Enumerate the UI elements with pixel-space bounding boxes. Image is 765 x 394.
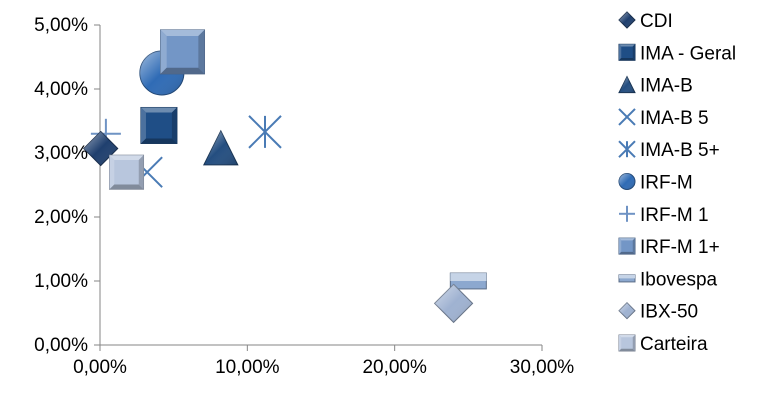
x-tick-label: 10,00% [215,357,280,378]
legend-marker-cdi [618,11,636,29]
data-points [83,29,487,324]
legend-label: IMA-B [640,76,693,97]
x-tick-label: 20,00% [362,357,427,378]
legend-label: IBX-50 [640,302,698,323]
x-tick-label: 30,00% [510,357,575,378]
legend-label: Ibovespa [640,269,718,290]
y-tick-label: 5,00% [34,15,88,36]
y-tick-label: 0,00% [34,335,88,356]
y-tick-label: 2,00% [34,207,88,228]
legend: CDI IMA - Geral IMA-B IMA-B 5 IMA-B 5+ IRF-M I… [618,11,736,355]
legend-label: IMA-B 5+ [640,140,720,161]
point-irf-m-1- [160,29,206,75]
legend-marker-ima-geral [618,43,636,61]
point-ibx-50 [433,283,474,324]
legend-marker-ibovespa [618,274,636,283]
legend-label: IMA-B 5 [640,108,709,129]
x-tick-label: 0,00% [73,357,127,378]
legend-label: Carteira [640,334,708,355]
legend-marker-ima-b-5- [618,140,636,158]
y-tick-label: 3,00% [34,143,88,164]
y-tick-label: 4,00% [34,79,88,100]
legend-marker-carteira [618,334,636,352]
point-ima-b [203,129,239,166]
legend-label: IRF-M [640,173,693,194]
legend-marker-irf-m-1- [618,237,636,255]
legend-marker-ima-b-5 [618,108,636,126]
legend-marker-ima-b [618,75,636,94]
point-ima-geral [140,106,178,144]
legend-label: IRF-M 1 [640,205,709,226]
legend-label: IRF-M 1+ [640,237,720,258]
point-ibovespa [449,272,487,290]
point-carteira [109,154,145,190]
legend-marker-ibx-50 [618,301,636,320]
y-tick-label: 1,00% [34,271,88,292]
legend-marker-irf-m-1 [619,205,635,222]
axes: 0,00% 1,00% 2,00% 3,00% 4,00% 5,00% 0,00% 10,00… [34,15,574,378]
legend-label: CDI [640,11,673,32]
legend-label: IMA - Geral [640,43,736,64]
point-ima-b-5- [248,115,282,149]
legend-marker-irf-m [618,173,636,190]
